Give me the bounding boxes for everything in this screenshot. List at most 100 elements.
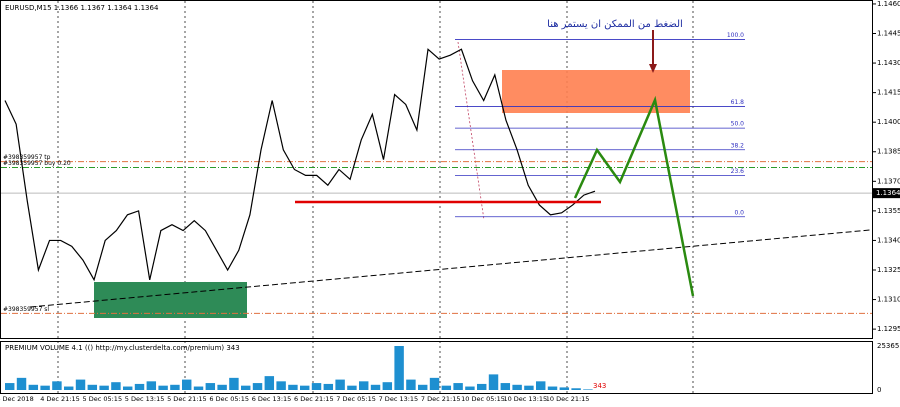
volume-bar [252, 383, 263, 390]
volume-bar [500, 383, 511, 390]
x-tick-label: 5 Dec 13:15 [125, 395, 165, 403]
volume-bar [323, 383, 334, 390]
volume-bar [465, 386, 475, 390]
volume-bar [288, 384, 298, 390]
volume-bar [123, 386, 133, 390]
volume-bar [347, 385, 357, 390]
volume-bar [193, 386, 204, 390]
volume-bar [5, 383, 15, 390]
volume-bar [335, 379, 345, 390]
volume-bar [264, 376, 275, 390]
volume-bar [583, 389, 593, 390]
order-label: #398359957 tp [3, 154, 51, 161]
order-label: #398359957 sl [3, 306, 49, 313]
x-tick-label: 4 Dec 21:15 [40, 395, 80, 403]
volume-bar [406, 379, 416, 390]
volume-tick-label: 0 [877, 386, 881, 394]
volume-bar [359, 381, 369, 390]
y-tick-label: 1.1385 [877, 148, 900, 156]
volume-bar [64, 386, 74, 390]
x-tick-label: 7 Dec 21:15 [421, 395, 461, 403]
volume-bar [276, 381, 286, 390]
y-tick-label: 1.1370 [877, 177, 900, 185]
volume-bar [241, 385, 251, 390]
current-price: 1.1364 [876, 189, 900, 197]
volume-bar [512, 384, 522, 390]
volume-tick-label: 25365 [877, 342, 899, 350]
volume-bar [441, 385, 452, 390]
volume-bar [418, 384, 428, 390]
y-tick-label: 1.1295 [877, 325, 900, 333]
symbol-title: EURUSD,M15 1.1366 1.1367 1.1364 1.1364 [5, 4, 159, 12]
volume-bar [536, 381, 546, 390]
x-tick-label: 6 Dec 21:15 [294, 395, 334, 403]
volume-title: PREMIUM VOLUME 4.1 (() http://my.cluster… [5, 344, 240, 352]
volume-bar [158, 385, 168, 390]
x-tick-label: 10 Dec 05:15 [461, 395, 505, 403]
volume-bar [146, 381, 157, 390]
fib-label: 50.0 [731, 121, 745, 128]
supply-zone [502, 70, 690, 113]
trend-line [29, 229, 871, 308]
x-tick-label: 10 Dec 13:15 [503, 395, 547, 403]
volume-bar [16, 377, 27, 390]
volume-bar [453, 383, 463, 390]
volume-bar [488, 374, 499, 390]
fib-label: 100.0 [727, 32, 744, 39]
x-tick-label: 6 Dec 05:15 [209, 395, 249, 403]
y-tick-label: 1.1310 [877, 296, 900, 304]
fib-base [457, 41, 485, 221]
volume-bar [547, 386, 558, 390]
x-tick-label: 5 Dec 21:15 [167, 395, 207, 403]
y-tick-label: 1.1415 [877, 89, 900, 97]
volume-bar [300, 385, 310, 390]
volume-bar [394, 346, 404, 390]
volume-bar [87, 384, 98, 390]
x-tick-label: 4 Dec 2018 [0, 395, 34, 403]
demand-zone [94, 282, 247, 318]
volume-bar [229, 377, 239, 390]
volume-bar [205, 383, 216, 390]
y-tick-label: 1.1325 [877, 266, 900, 274]
y-tick-label: 1.1340 [877, 236, 900, 244]
projection-path [573, 95, 695, 297]
y-tick-label: 1.1445 [877, 30, 900, 38]
volume-bar [52, 381, 62, 390]
x-tick-label: 6 Dec 13:15 [252, 395, 292, 403]
fib-label: 38.2 [731, 142, 745, 149]
x-tick-label: 10 Dec 21:15 [546, 395, 590, 403]
volume-bar [477, 383, 487, 390]
volume-bar [311, 383, 322, 390]
x-tick-label: 7 Dec 05:15 [336, 395, 376, 403]
fib-label: 61.8 [731, 99, 745, 106]
volume-bar [170, 384, 180, 390]
day-separators [57, 1, 694, 393]
volume-bar [429, 377, 440, 390]
volume-bar [370, 384, 381, 390]
volume-bar [524, 385, 534, 390]
fib-label: 23.6 [731, 168, 745, 175]
volume-bar [571, 388, 581, 390]
volume-bar [111, 382, 121, 390]
volume-bar [75, 379, 86, 390]
volume-bar [382, 382, 393, 390]
volume-bar [40, 385, 50, 390]
volume-bar [182, 379, 192, 390]
y-tick-label: 1.1355 [877, 207, 900, 215]
y-tick-label: 1.1430 [877, 59, 900, 67]
order-label: #398359957 buy 0.20 [3, 160, 71, 167]
volume-bar [134, 383, 145, 390]
price-line [4, 48, 596, 282]
x-tick-label: 5 Dec 05:15 [83, 395, 123, 403]
y-tick-label: 1.1400 [877, 118, 900, 126]
volume-bar [217, 384, 227, 390]
volume-last: 343 [593, 382, 606, 390]
x-tick-label: 7 Dec 13:15 [379, 395, 419, 403]
volume-bar [28, 384, 39, 390]
y-tick-label: 1.1460 [877, 0, 900, 8]
volume-bar [99, 385, 109, 390]
current-price-box [873, 188, 900, 199]
annotation: الضغط من الممكن ان يستمر هنا [547, 19, 683, 30]
fib-label: 0.0 [734, 209, 744, 216]
